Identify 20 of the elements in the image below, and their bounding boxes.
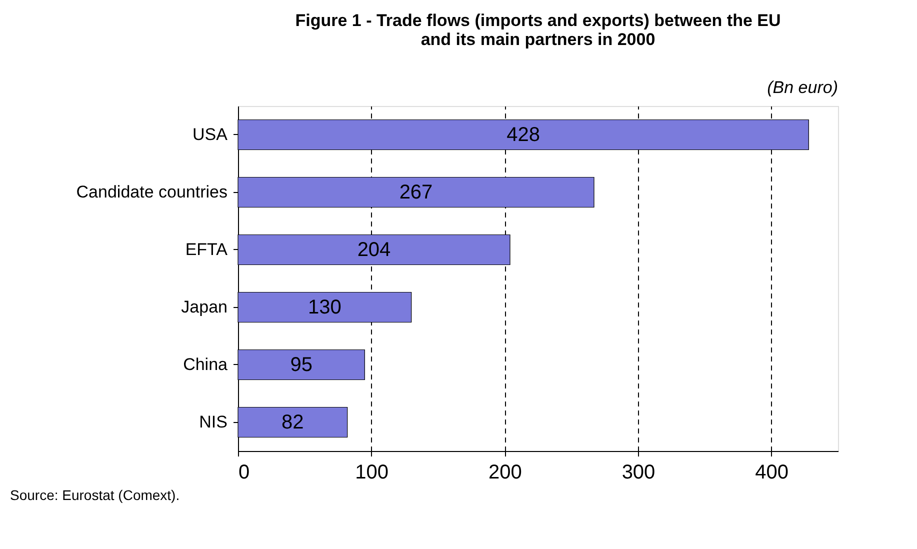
y-tick-label: USA <box>192 124 228 144</box>
y-tick-label: Candidate countries <box>76 182 228 202</box>
y-tick-label: EFTA <box>185 240 228 259</box>
x-tick-label: 100 <box>355 462 389 484</box>
y-tick-label: China <box>183 354 228 374</box>
x-tick-label: 400 <box>755 462 789 484</box>
data-label: 267 <box>399 181 433 204</box>
data-label: 428 <box>506 124 540 146</box>
x-tick-label: 0 <box>238 462 250 484</box>
source-note: Source: Eurostat (Comext). <box>10 487 180 503</box>
x-tick-label: 200 <box>488 462 522 484</box>
data-label: 95 <box>290 354 312 376</box>
x-tick-label: 300 <box>622 462 656 484</box>
data-label: 82 <box>282 411 304 434</box>
data-label: 204 <box>357 238 391 261</box>
data-label: 130 <box>308 296 342 318</box>
y-tick-label: NIS <box>199 412 228 432</box>
chart-title: Figure 1 - Trade flows (imports and exports) between the EU and its main partners in 2000 <box>295 11 781 49</box>
y-tick-label: Japan <box>181 297 228 316</box>
text: (Bn euro) <box>767 78 838 97</box>
